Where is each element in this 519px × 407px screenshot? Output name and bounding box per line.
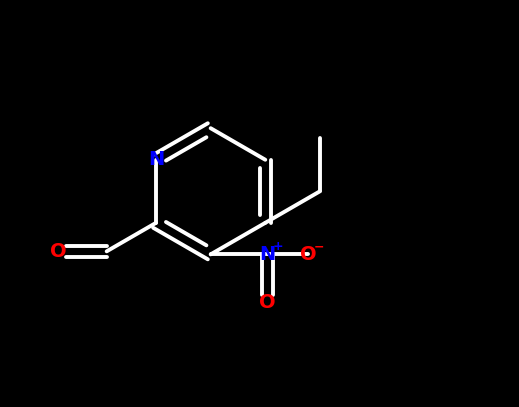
Text: N: N xyxy=(148,150,164,169)
Text: +: + xyxy=(272,240,283,253)
Text: O: O xyxy=(49,242,66,261)
Text: N: N xyxy=(260,245,276,264)
Text: O: O xyxy=(300,245,317,264)
Text: −: − xyxy=(313,241,324,254)
Text: O: O xyxy=(260,293,276,312)
